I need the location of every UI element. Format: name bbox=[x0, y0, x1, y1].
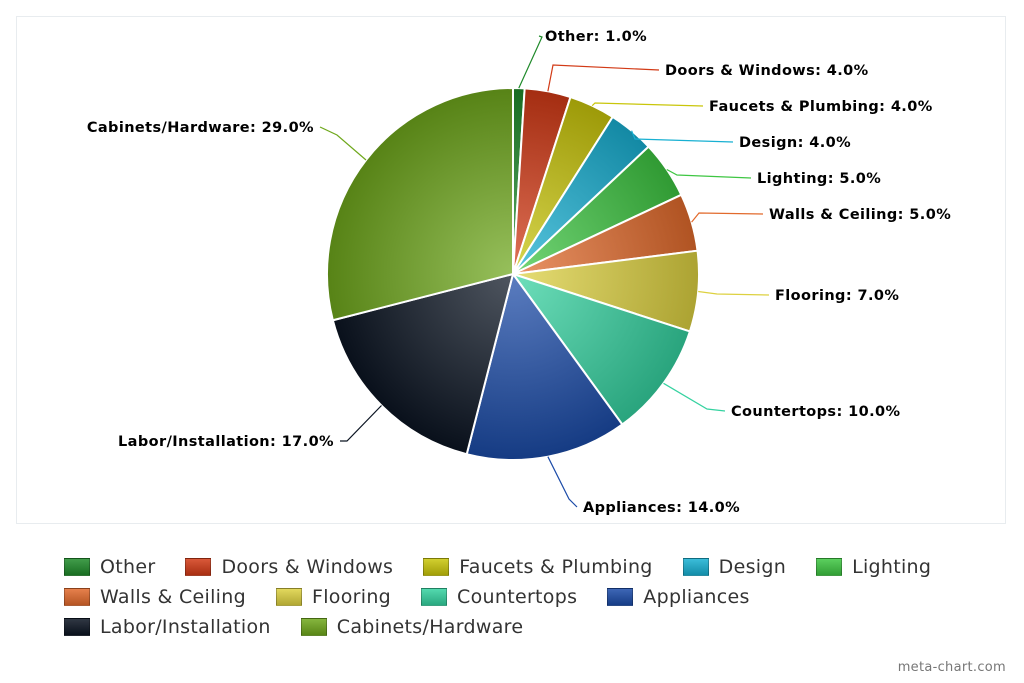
legend-swatch bbox=[682, 558, 709, 576]
legend-item[interactable]: Faucets & Plumbing bbox=[423, 556, 652, 578]
pie-slice-cabinets-hardware[interactable] bbox=[326, 86, 514, 322]
legend-item[interactable]: Other bbox=[64, 556, 155, 578]
data-label: Cabinets/Hardware: 29.0% bbox=[87, 120, 314, 136]
legend-swatch bbox=[421, 588, 448, 606]
legend-item[interactable]: Countertops bbox=[421, 586, 577, 608]
legend-label: Flooring bbox=[311, 586, 392, 608]
data-label: Design: 4.0% bbox=[739, 135, 851, 151]
legend-item[interactable]: Labor/Installation bbox=[64, 616, 271, 638]
legend-item[interactable]: Flooring bbox=[275, 586, 392, 608]
legend-label: Design bbox=[718, 556, 787, 578]
legend-swatch bbox=[185, 558, 212, 576]
connector-line bbox=[591, 102, 704, 107]
legend-item[interactable]: Doors & Windows bbox=[185, 556, 393, 578]
data-label: Flooring: 7.0% bbox=[775, 288, 899, 304]
legend-swatch bbox=[423, 558, 450, 576]
connector-line bbox=[518, 35, 543, 89]
data-label: Countertops: 10.0% bbox=[731, 404, 900, 420]
legend-item[interactable]: Walls & Ceiling bbox=[64, 586, 246, 608]
legend-swatch bbox=[64, 558, 90, 576]
data-label: Other: 1.0% bbox=[545, 29, 647, 45]
legend-swatch bbox=[816, 558, 843, 576]
legend-swatch bbox=[300, 618, 327, 636]
legend-label: Cabinets/Hardware bbox=[336, 616, 524, 638]
connector-line bbox=[319, 126, 367, 161]
legend-label: Lighting bbox=[852, 556, 932, 578]
data-label: Labor/Installation: 17.0% bbox=[118, 434, 334, 450]
pie-chart: Other: 1.0% Doors & Windows: 4.0% Faucets … bbox=[87, 29, 951, 516]
connector-line bbox=[340, 405, 382, 442]
connector-line bbox=[631, 130, 734, 143]
legend-label: Countertops bbox=[457, 586, 578, 608]
data-label: Lighting: 5.0% bbox=[757, 171, 881, 187]
legend-item[interactable]: Lighting bbox=[816, 556, 931, 578]
legend-item[interactable]: Cabinets/Hardware bbox=[300, 616, 524, 638]
legend-item[interactable]: Design bbox=[682, 556, 787, 578]
legend-label: Doors & Windows bbox=[221, 556, 394, 578]
data-label: Walls & Ceiling: 5.0% bbox=[769, 207, 951, 223]
data-label: Appliances: 14.0% bbox=[583, 500, 740, 516]
legend-swatch bbox=[275, 588, 302, 606]
legend-label: Walls & Ceiling bbox=[100, 586, 246, 608]
data-label: Doors & Windows: 4.0% bbox=[665, 63, 869, 79]
connector-line bbox=[547, 456, 578, 508]
connector-line bbox=[666, 168, 752, 179]
data-label: Faucets & Plumbing: 4.0% bbox=[709, 99, 933, 115]
connector-line bbox=[663, 382, 726, 412]
legend-swatch bbox=[64, 588, 90, 606]
legend-swatch bbox=[607, 588, 634, 606]
legend-label: Other bbox=[100, 556, 156, 578]
pie-slice-countertops[interactable] bbox=[510, 272, 692, 426]
legend-label: Labor/Installation bbox=[100, 616, 271, 638]
legend-label: Appliances bbox=[643, 586, 750, 608]
connector-line bbox=[691, 212, 764, 223]
legend-swatch bbox=[64, 618, 90, 636]
watermark: meta-chart.com bbox=[897, 660, 1006, 675]
legend-item[interactable]: Appliances bbox=[607, 586, 749, 608]
connector-line bbox=[547, 64, 660, 92]
legend: Other Doors & Windows Faucets & Plumbing De… bbox=[64, 556, 1004, 638]
connector-line bbox=[698, 290, 770, 296]
pie-slice-appliances[interactable] bbox=[465, 271, 624, 461]
chart-area: Other: 1.0% Doors & Windows: 4.0% Faucets … bbox=[16, 16, 1006, 524]
legend-label: Faucets & Plumbing bbox=[459, 556, 653, 578]
